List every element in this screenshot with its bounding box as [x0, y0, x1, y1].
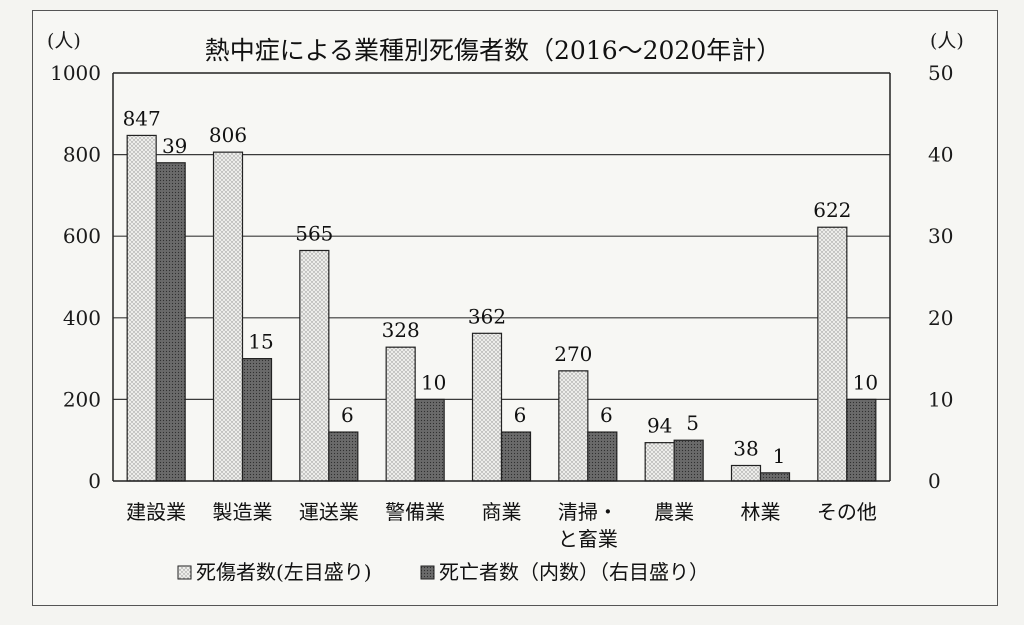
legend-swatch-injuries — [177, 565, 192, 580]
death-bar — [155, 162, 186, 482]
injury-data-label: 622 — [813, 198, 851, 222]
right-axis-unit: (人) — [930, 30, 964, 52]
category-label: 農業 — [654, 500, 694, 524]
death-data-label: 6 — [341, 403, 354, 427]
injury-data-label: 847 — [123, 106, 161, 130]
injury-data-label: 565 — [295, 221, 333, 245]
death-data-label: 5 — [686, 411, 699, 435]
left-tick-label: 200 — [63, 387, 101, 411]
left-tick-label: 400 — [63, 306, 101, 330]
death-data-label: 10 — [421, 370, 446, 394]
death-bar — [673, 439, 704, 482]
category-label: 警備業 — [385, 500, 445, 524]
bar-chart: 熱中症による業種別死傷者数（2016～2020年計） (人) (人) 0 0 200… — [47, 30, 964, 584]
right-tick-label: 0 — [928, 469, 941, 493]
category-label: 製造業 — [213, 500, 273, 524]
injury-data-label: 806 — [209, 123, 247, 147]
injury-data-label: 270 — [554, 342, 592, 366]
category-label: 清掃・ — [558, 500, 618, 524]
death-bar — [328, 431, 359, 482]
right-tick-label: 10 — [928, 387, 953, 411]
death-bar — [414, 398, 445, 482]
death-data-label: 6 — [514, 403, 527, 427]
legend-label-injuries: 死傷者数(左目盛り) — [196, 560, 372, 584]
injury-bar — [385, 346, 416, 482]
left-tick-label: 1000 — [50, 61, 101, 85]
right-tick-label: 40 — [928, 143, 953, 167]
death-bar — [587, 431, 618, 482]
death-data-label: 39 — [162, 134, 187, 158]
right-tick-label: 20 — [928, 306, 953, 330]
category-label: その他 — [817, 500, 877, 524]
category-label: と畜業 — [558, 527, 618, 551]
injury-data-label: 94 — [647, 414, 672, 438]
death-bar — [846, 398, 877, 482]
injury-bar — [299, 249, 330, 482]
category-label: 運送業 — [299, 500, 359, 524]
left-tick-label: 800 — [63, 143, 101, 167]
death-bar — [500, 431, 532, 482]
death-bar — [241, 358, 273, 482]
legend-label-deaths: 死亡者数（内数）（右目盛り） — [439, 560, 709, 584]
injury-bar — [471, 332, 503, 482]
category-label: 林業 — [741, 500, 781, 524]
chart-title: 熱中症による業種別死傷者数（2016～2020年計） — [205, 36, 782, 65]
injury-bar — [730, 464, 762, 482]
left-axis-unit: (人) — [47, 30, 81, 52]
death-data-label: 6 — [600, 403, 613, 427]
death-bar — [759, 472, 791, 482]
injury-data-label: 38 — [733, 436, 758, 460]
category-label: 商業 — [482, 500, 522, 524]
injury-bar — [644, 442, 675, 482]
injury-bar — [558, 370, 589, 482]
death-data-label: 15 — [248, 330, 273, 354]
left-tick-label: 600 — [63, 224, 101, 248]
chart-container: 熱中症による業種別死傷者数（2016～2020年計） (人) (人) 0 0 200… — [32, 10, 998, 606]
injury-bar — [126, 134, 157, 482]
injury-data-label: 328 — [382, 318, 420, 342]
death-data-label: 1 — [773, 444, 786, 468]
right-tick-label: 30 — [928, 224, 953, 248]
injury-bar — [212, 151, 244, 482]
left-tick-label: 0 — [88, 469, 101, 493]
legend-swatch-deaths — [420, 565, 435, 580]
death-data-label: 10 — [853, 370, 878, 394]
injury-data-label: 362 — [468, 304, 506, 328]
category-label: 建設業 — [126, 500, 186, 524]
injury-bar — [817, 226, 848, 482]
right-tick-label: 50 — [928, 61, 953, 85]
